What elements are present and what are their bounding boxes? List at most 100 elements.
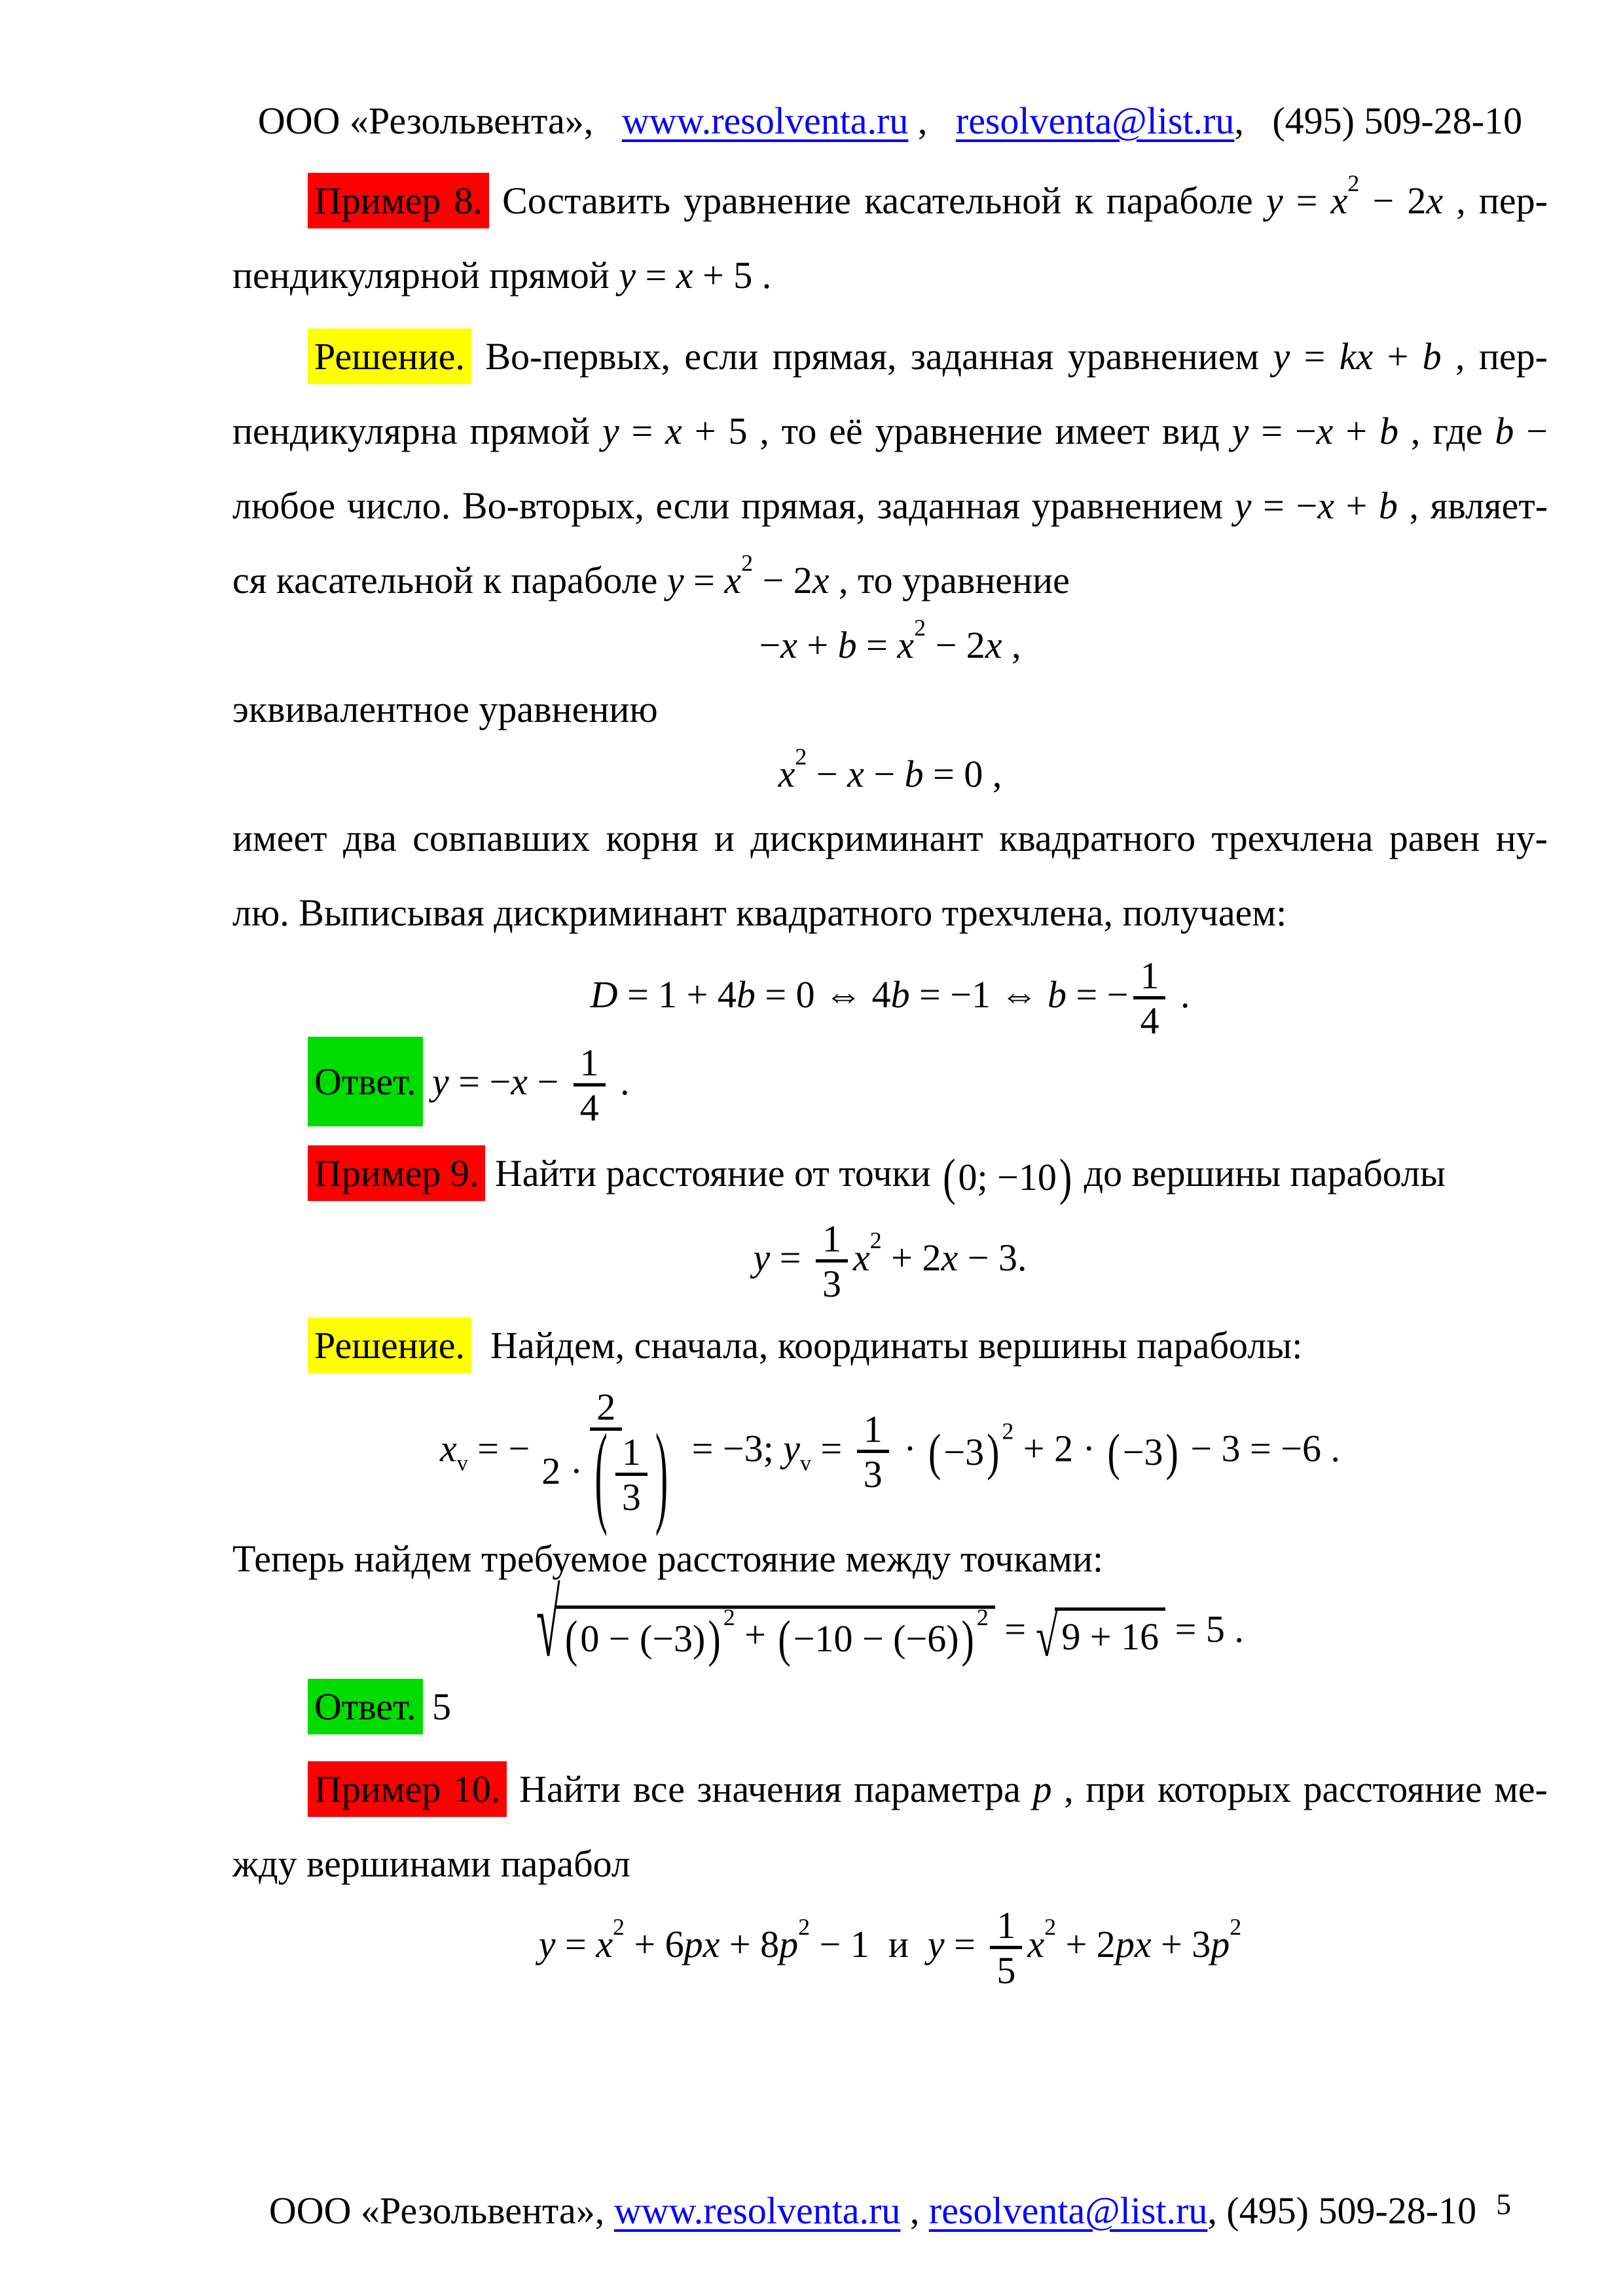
text-run: Найти все значения параметра	[507, 1767, 1033, 1810]
text-line: пендикулярной прямой y = x + 5 .	[232, 238, 1548, 313]
math-variable: D	[590, 973, 618, 1016]
fraction-denominator: 3	[615, 1476, 647, 1516]
text-run: 0 − (−3)	[580, 1617, 706, 1660]
close-paren: )	[1059, 1148, 1072, 1206]
text-run: −3	[1122, 1431, 1163, 1474]
text-run: = 1 + 4	[617, 973, 737, 1016]
text-run: 1	[621, 1430, 641, 1473]
resolventa-url-link[interactable]: www.resolventa.ru	[613, 2189, 901, 2232]
parenthesis-group: (0 − (−3))	[562, 1610, 723, 1668]
radical-sign: √	[536, 1575, 560, 1671]
math-variable: x	[780, 624, 797, 666]
text-run: ,	[908, 99, 956, 142]
superscript: 2	[914, 615, 926, 641]
text-run: −3	[943, 1431, 985, 1474]
close-paren: )	[1165, 1423, 1178, 1481]
math-variable: x	[941, 1236, 958, 1279]
math-variable: y	[666, 559, 684, 601]
text-line: ся касательной к параболе y = x2 − 2x , …	[232, 543, 1548, 618]
fraction-numerator: 1	[990, 1906, 1023, 1949]
math-variable: x	[676, 254, 693, 296]
math-variable: y	[538, 1922, 556, 1965]
fraction-numerator: 1	[573, 1044, 606, 1086]
text-run: =	[994, 1607, 1036, 1651]
superscript: 2	[723, 1604, 735, 1630]
text-run: Найдем, сначала, координаты вершины пара…	[471, 1323, 1303, 1367]
text-run: , где	[1398, 410, 1495, 452]
text-run: =	[856, 624, 898, 666]
resolventa-url-link[interactable]: www.resolventa.ru	[621, 99, 909, 142]
math-variable: px	[684, 1922, 720, 1965]
text-run: 1	[1140, 954, 1159, 997]
text-run: + 5 .	[693, 254, 772, 296]
fraction-numerator: 1	[816, 1217, 848, 1263]
text-line: Пример 8. Составить уравнение касательно…	[232, 164, 1548, 238]
equivalent-equation-text: эквивалентное уравнению	[232, 672, 1548, 747]
math-variable: p	[1032, 1767, 1052, 1810]
text-run	[423, 1060, 433, 1103]
text-line: Теперь найдем требуемое расстояние между…	[232, 1522, 1548, 1596]
text-run: −	[807, 753, 848, 795]
math-variable: kx	[1339, 335, 1374, 378]
text-run: =	[1283, 179, 1331, 222]
page-number: 5	[1496, 2187, 1512, 2221]
math-variable: x	[665, 410, 682, 452]
text-run: , пер-	[1441, 335, 1548, 378]
math-variable: x	[1316, 410, 1334, 452]
text-run: = −	[1067, 973, 1129, 1016]
highlight-label-yellow: Решение.	[308, 329, 471, 384]
fraction-denominator: 4	[1133, 999, 1165, 1040]
header: ООО «Резольвента», www.resolventa.ru , r…	[232, 98, 1548, 144]
math-variable: b	[837, 624, 857, 666]
highlight-label-green: Ответ.	[308, 1678, 423, 1734]
fraction-denominator: 2 · (1 3)	[535, 1417, 677, 1531]
text-run: = −	[1249, 410, 1317, 452]
parenthesis-group: (−3)	[1104, 1424, 1180, 1481]
text-run: ООО «Резольвента»,	[257, 99, 622, 142]
math-variable: y	[783, 1427, 800, 1469]
fraction-numerator: 1	[1133, 954, 1166, 999]
text-run: =	[636, 254, 676, 296]
text-line: Пример 9. Найти расстояние от точки (0; …	[232, 1136, 1548, 1215]
text-run: , при которых расстояние ме-	[1051, 1767, 1548, 1810]
discriminant-text: имеет два совпавших корня и дискриминант…	[232, 801, 1548, 950]
text-run: − 2	[926, 624, 985, 666]
math-variable: p	[779, 1922, 799, 1965]
math-variable: y	[1234, 484, 1252, 527]
superscript: 2	[741, 550, 754, 576]
equation-parabolas-10: y = x2 + 6px + 8p2 − 1 и y = 1 5 x2 + 2px …	[232, 1906, 1548, 1990]
text-line: Решение. Во-первых, если прямая, заданна…	[232, 319, 1548, 394]
text-run: 5	[422, 1685, 452, 1728]
text-line: пендикулярна прямой y = x + 5 , то её ур…	[232, 394, 1548, 469]
text-run: 1	[822, 1217, 842, 1260]
fraction-numerator: 2	[590, 1388, 623, 1431]
parenthesis-group: (1 3)	[593, 1417, 671, 1531]
superscript: 2	[1002, 1418, 1014, 1444]
text-run: пендикулярна прямой	[232, 410, 602, 452]
footer: ООО «Резольвента», www.resolventa.ru , r…	[232, 2181, 1548, 2234]
open-paren: (	[943, 1148, 956, 1206]
math-variable: px	[1115, 1922, 1152, 1965]
superscript: 2	[612, 1913, 625, 1940]
text-run: , (495) 509-28-10	[1234, 99, 1523, 142]
text-run: = 0 ⇔ 4	[755, 973, 891, 1016]
resolventa-email-link[interactable]: resolventa@list.ru	[955, 99, 1235, 142]
text-run: ,	[900, 2189, 929, 2232]
text-run: ООО «Резольвента»,	[268, 2189, 614, 2232]
math-variable: x	[1330, 179, 1348, 222]
fraction-numerator: 1	[615, 1433, 647, 1476]
resolventa-email-link[interactable]: resolventa@list.ru	[928, 2189, 1208, 2232]
text-run: +	[797, 624, 838, 666]
text-run: = −1 ⇔	[909, 973, 1048, 1016]
text-run: +	[1373, 335, 1423, 378]
parenthesis-group: (−3)	[926, 1424, 1002, 1481]
fraction-numerator: 1	[856, 1410, 889, 1454]
text-run: − 3.	[958, 1236, 1027, 1279]
text-run: + 2	[881, 1236, 941, 1279]
text-run: −	[864, 753, 905, 795]
radical-sign: √	[1036, 1607, 1057, 1664]
